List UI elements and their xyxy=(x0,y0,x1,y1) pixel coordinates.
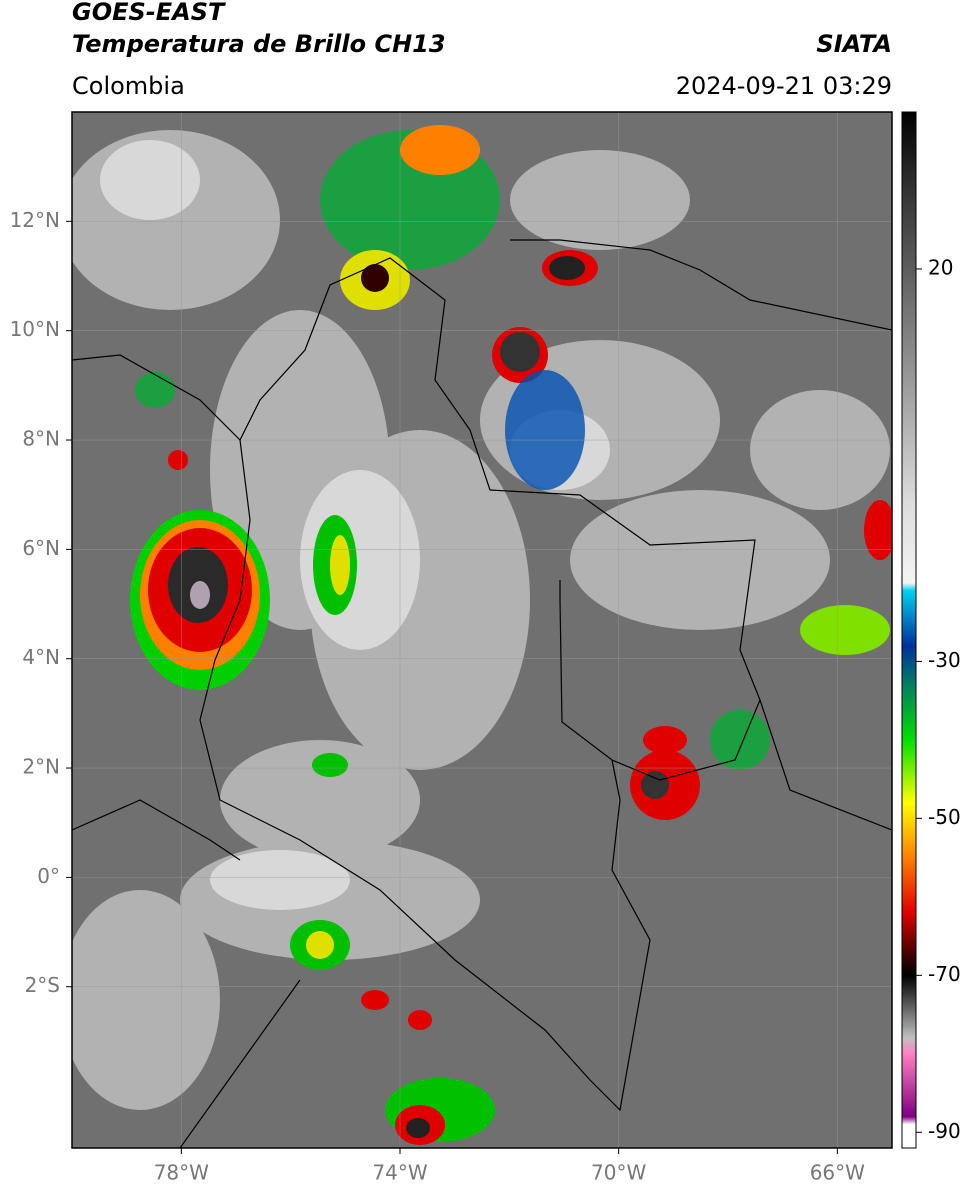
storm-cells xyxy=(130,125,892,1145)
colorbar-tick-label: 20 xyxy=(928,255,953,279)
satellite-image xyxy=(72,112,892,1148)
colorbar-tick-label: -50 xyxy=(928,805,961,829)
lat-tick-label: 4°N xyxy=(22,645,60,669)
region: Colombia xyxy=(72,72,185,100)
title: GOES-EAST xyxy=(72,0,226,26)
colorbar-tick-label: -70 xyxy=(928,962,961,986)
lon-tick-label: 78°W xyxy=(154,1161,209,1185)
lon-tick-label: 74°W xyxy=(372,1161,427,1185)
colorbar-tick-label: -90 xyxy=(928,1119,961,1143)
map-frame xyxy=(71,111,893,1149)
lat-tick-label: 10°N xyxy=(10,317,60,341)
lat-tick-label: 2°N xyxy=(22,755,60,779)
colorbar: 20 -30 -50 -70 -90 xyxy=(901,111,961,1149)
lon-tick-label: 70°W xyxy=(591,1161,646,1185)
lat-tick-label: 2°S xyxy=(25,973,60,997)
lat-tick-label: 8°N xyxy=(22,427,60,451)
timestamp: 2024-09-21 03:29 xyxy=(676,72,892,100)
source: SIATA xyxy=(816,30,892,58)
borders xyxy=(72,239,892,1148)
colorbar-tick-label: -30 xyxy=(928,648,961,672)
colorbar-bar xyxy=(901,111,917,1149)
lat-tick-label: 12°N xyxy=(10,208,60,232)
lat-tick-label: 0° xyxy=(37,864,60,888)
lon-tick-label: 66°W xyxy=(810,1161,865,1185)
subtitle: Temperatura de Brillo CH13 xyxy=(72,30,446,58)
lat-tick-label: 6°N xyxy=(22,536,60,560)
